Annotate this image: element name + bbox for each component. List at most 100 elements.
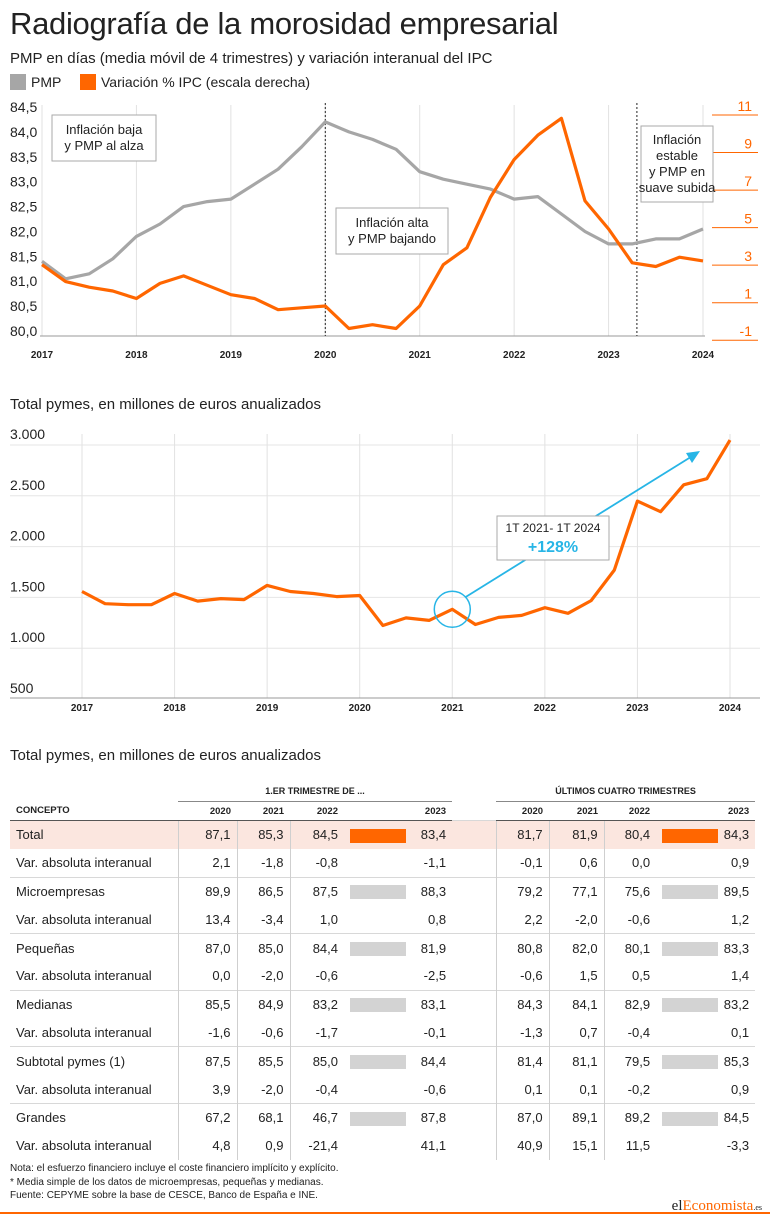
value-cell: 0,7 — [548, 1018, 605, 1047]
table-row: Var. absoluta interanual 13,4 -3,4 1,0 0,8 2,… — [10, 905, 755, 934]
value-cell: 84,4 — [289, 933, 344, 962]
value-cell: 84,5 — [715, 1102, 756, 1132]
value-cell: -2,0 — [236, 961, 290, 991]
year-header: 2021 — [237, 801, 290, 821]
value-cell: 81,9 — [548, 819, 605, 849]
row-bar — [350, 828, 406, 843]
row-bar — [350, 941, 406, 956]
value-cell: 0,1 — [495, 1075, 550, 1104]
table-row: Medianas 85,5 84,9 83,2 83,1 84,3 84,1 82,9 83,2 — [10, 989, 756, 1019]
value-cell: -3,3 — [726, 1138, 750, 1154]
table-group-header: 1.ER TRIMESTRE DE ... ÚLTIMOS CUATRO TRI… — [10, 781, 756, 802]
value-cell: 81,7 — [495, 819, 550, 849]
value-cell: 11,5 — [603, 1131, 657, 1160]
value-cell: 88,3 — [410, 876, 453, 906]
row-label: Var. absoluta interanual — [16, 1138, 152, 1154]
value-cell: 1,4 — [731, 968, 750, 984]
x-tick-label: 2019 — [220, 350, 243, 361]
value-cell: 85,5 — [236, 1046, 290, 1076]
x-tick-label: 2021 — [441, 703, 464, 714]
right-tick-label: 1 — [744, 286, 752, 302]
table-row: Subtotal pymes (1) 87,5 85,5 85,0 84,4 81,4 81… — [10, 1046, 756, 1076]
value-cell: 87,5 — [289, 876, 344, 906]
y-tick-label: 1.500 — [10, 578, 45, 594]
row-bar — [350, 885, 406, 900]
x-tick-label: 2018 — [125, 350, 148, 361]
value-cell: 85,3 — [715, 1046, 756, 1076]
value-cell: 83,2 — [289, 989, 344, 1019]
value-cell: -1,8 — [236, 848, 290, 878]
row-label: Var. absoluta interanual — [16, 855, 152, 871]
x-tick-label: 2020 — [349, 703, 372, 714]
y-tick-label: 3.000 — [10, 426, 45, 442]
value-cell: 87,0 — [495, 1102, 550, 1132]
value-cell: 41,1 — [420, 1138, 447, 1154]
left-tick-label: 80,0 — [10, 323, 37, 339]
value-cell: 68,1 — [236, 1102, 290, 1132]
group-header-first-quarter: 1.ER TRIMESTRE DE ... — [178, 781, 453, 802]
table-row: Microempresas 89,9 86,5 87,5 88,3 79,2 77,1 75,… — [10, 876, 756, 906]
x-tick-label: 2019 — [256, 703, 279, 714]
value-cell: 87,0 — [177, 933, 237, 962]
growth-callout: 1T 2021- 1T 2024 +128% — [496, 515, 610, 561]
value-cell: 0,0 — [177, 961, 237, 991]
value-cell: 84,9 — [236, 989, 290, 1019]
table-row: Total 87,1 85,3 84,5 83,4 81,7 81,9 80,4 84,3 — [10, 819, 756, 849]
legend-label-ipc: Variación % IPC (escala derecha) — [101, 74, 310, 90]
value-cell: 85,3 — [236, 819, 290, 849]
value-cell: -0,6 — [423, 1081, 447, 1097]
eleconomista-logo: elEconomista.es — [671, 1198, 762, 1214]
value-cell: 84,5 — [289, 819, 344, 849]
value-cell: 85,0 — [289, 1046, 344, 1076]
row-bar — [350, 998, 406, 1013]
pymes-line — [81, 439, 732, 628]
main-title: Radiografía de la morosidad empresarial — [10, 6, 559, 41]
left-tick-label: 82,5 — [10, 199, 37, 215]
x-tick-label: 2023 — [597, 350, 620, 361]
chart2-title: Total pymes, en millones de euros anuali… — [10, 396, 322, 413]
callout-label: 1T 2021- 1T 2024 — [506, 521, 601, 535]
value-cell: -0,8 — [289, 848, 344, 878]
value-cell: -2,5 — [423, 968, 447, 984]
annotation-box: Inflación alta y PMP bajando — [335, 207, 449, 255]
row-label: Var. absoluta interanual — [16, 1081, 152, 1097]
right-tick-label: -1 — [740, 323, 753, 339]
bottom-rule — [0, 1212, 770, 1214]
legend-swatch-ipc — [80, 74, 96, 90]
pmp-line — [41, 120, 704, 281]
value-cell: 87,1 — [177, 819, 237, 849]
value-cell: 86,5 — [236, 876, 290, 906]
right-tick-label: 7 — [744, 173, 752, 189]
year-header: 2023 — [715, 801, 756, 821]
row-label: Total — [10, 819, 178, 849]
value-cell: 46,7 — [289, 1102, 344, 1132]
ipc-line — [41, 116, 704, 331]
right-tick-label: 3 — [744, 248, 752, 264]
value-cell: -0,6 — [603, 905, 657, 934]
note-line: Nota: el esfuerzo financiero incluye el … — [10, 1163, 339, 1174]
x-tick-label: 2024 — [692, 350, 715, 361]
x-tick-label: 2021 — [409, 350, 432, 361]
value-cell: 80,8 — [495, 933, 550, 962]
row-label: Grandes — [10, 1102, 178, 1132]
value-cell: 80,1 — [603, 933, 657, 962]
row-bar — [662, 941, 719, 956]
row-bar — [662, 828, 719, 843]
value-cell: -0,1 — [495, 848, 550, 878]
right-tick-label: 11 — [737, 98, 752, 114]
value-cell: 82,9 — [603, 989, 657, 1019]
right-tick-label: 9 — [744, 136, 752, 152]
value-cell: -1,6 — [177, 1018, 237, 1047]
table-title: Total pymes, en millones de euros anuali… — [10, 747, 322, 764]
year-header: 2021 — [549, 801, 605, 821]
table-row: Var. absoluta interanual 0,0 -2,0 -0,6 -2,5-… — [10, 961, 755, 991]
value-cell: -0,2 — [603, 1075, 657, 1104]
x-tick-label: 2020 — [314, 350, 337, 361]
value-cell: 0,8 — [427, 911, 447, 927]
callout-value: +128% — [528, 539, 578, 556]
morosidad-table: 1.ER TRIMESTRE DE ... ÚLTIMOS CUATRO TRI… — [10, 781, 756, 1160]
x-tick-label: 2024 — [719, 703, 742, 714]
year-header: 2022 — [290, 801, 344, 821]
value-cell: 84,3 — [495, 989, 550, 1019]
table-row: Var. absoluta interanual -1,6 -0,6 -1,7 -0,1… — [10, 1018, 755, 1047]
